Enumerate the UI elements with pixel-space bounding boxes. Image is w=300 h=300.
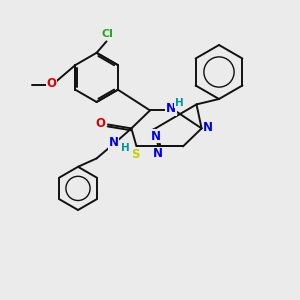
Text: O: O <box>95 117 105 130</box>
Text: N: N <box>150 130 161 143</box>
Text: S: S <box>131 148 140 161</box>
Text: H: H <box>121 143 130 153</box>
Text: N: N <box>166 102 176 115</box>
Text: N: N <box>108 136 118 149</box>
Text: O: O <box>46 76 57 90</box>
Text: H: H <box>175 98 184 108</box>
Text: Cl: Cl <box>101 29 113 39</box>
Text: N: N <box>203 121 213 134</box>
Text: N: N <box>153 147 163 160</box>
